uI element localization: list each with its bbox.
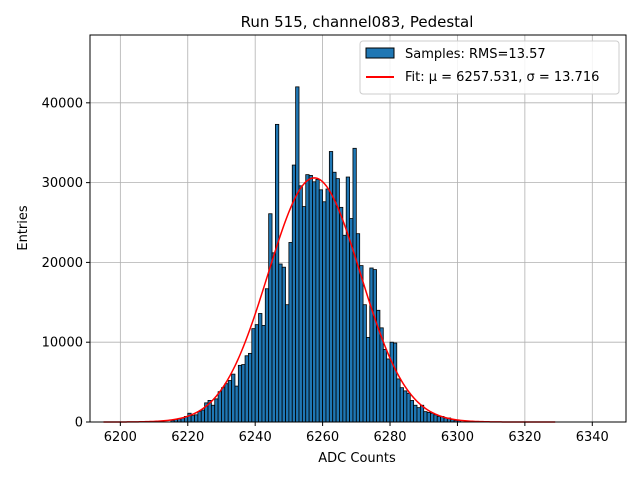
histogram-bar [345, 176, 350, 423]
legend: Samples: RMS=13.57 Fit: μ = 6257.531, σ … [359, 40, 620, 95]
histogram-bar [210, 404, 216, 423]
histogram-bar [258, 313, 263, 423]
x-tick-label: 6220 [171, 430, 204, 445]
y-tick-label: 0 [75, 416, 83, 431]
histogram-bar [241, 364, 246, 423]
histogram-bar [386, 358, 391, 423]
histogram-bar [264, 288, 270, 423]
histogram-bar [325, 188, 330, 423]
histogram-bar [298, 185, 303, 423]
histogram-bar [409, 400, 415, 423]
histogram-bar [369, 267, 374, 423]
y-tick-label: 30000 [42, 176, 83, 191]
histogram-bar [194, 414, 199, 423]
histogram-bar [200, 409, 206, 423]
histogram-bar [308, 175, 313, 423]
y-tick-label: 40000 [42, 96, 83, 111]
histogram-bar [234, 385, 239, 423]
legend-box [359, 40, 620, 95]
histogram-bar [231, 373, 236, 423]
legend-swatch-histogram [365, 47, 395, 59]
x-tick-label: 6300 [441, 430, 474, 445]
histogram-bar [268, 213, 273, 423]
histogram-bar [288, 242, 293, 423]
histogram-bar [244, 355, 249, 423]
histogram-bar [339, 206, 344, 423]
x-tick-label: 6340 [576, 430, 609, 445]
histogram-bar [342, 234, 347, 423]
plot-frame [89, 34, 627, 423]
histogram-bar [416, 407, 421, 423]
histogram-bar [221, 387, 226, 423]
histogram-bar [436, 416, 441, 423]
histogram-bar [261, 325, 266, 423]
histogram-bar [301, 206, 307, 423]
x-tick-label: 6320 [508, 430, 541, 445]
histogram-bar [419, 404, 425, 423]
histogram-bar [312, 181, 317, 423]
histogram-bar [318, 189, 324, 423]
histogram-bar [362, 304, 367, 423]
histogram-bar [315, 179, 320, 423]
histogram-bar [281, 266, 286, 423]
histogram-bar [335, 178, 340, 423]
histogram-bar [406, 392, 411, 423]
histogram-bar [332, 171, 337, 423]
histogram-bar [433, 414, 438, 423]
histogram-bar [271, 252, 276, 423]
histogram-bar [197, 411, 202, 423]
histogram-bar [285, 304, 290, 423]
x-axis-label: ADC Counts [318, 451, 396, 466]
y-tick-label: 20000 [42, 256, 83, 271]
histogram-bar [392, 342, 398, 423]
histogram-bar [399, 387, 404, 423]
histogram-bar [430, 412, 435, 423]
y-axis-label: Entries [16, 205, 31, 251]
histogram-bar [251, 328, 256, 423]
histogram-bar [322, 201, 327, 423]
histogram-bar [190, 415, 195, 423]
histogram-bar [389, 341, 394, 423]
x-tick-label: 6200 [104, 430, 137, 445]
histogram-bar [413, 404, 418, 423]
histogram-bar [278, 263, 283, 423]
histogram-bar [372, 269, 377, 423]
x-axis-ticks: 6200 6220 6240 6260 6280 6300 6320 6340 [104, 422, 609, 445]
histogram-bar [366, 337, 371, 423]
histogram-bar [426, 412, 431, 423]
histogram-bar [305, 174, 310, 423]
histogram-bar [214, 398, 219, 423]
histogram-bar [403, 390, 408, 423]
histogram-bar [254, 324, 259, 423]
y-tick-label: 10000 [42, 336, 83, 351]
histogram-bar [217, 391, 222, 423]
histogram-bar [423, 411, 428, 423]
histogram-bar [237, 364, 243, 423]
legend-label-histogram: Samples: RMS=13.57 [405, 47, 546, 62]
x-tick-label: 6280 [373, 430, 406, 445]
histogram-bar [359, 265, 364, 423]
histogram-bar [224, 383, 229, 423]
histogram-bar [275, 123, 280, 423]
x-tick-label: 6260 [306, 430, 339, 445]
histogram-bar [382, 348, 388, 423]
y-axis-ticks: 0 10000 20000 30000 40000 [42, 96, 90, 431]
chart-title: Run 515, channel083, Pedestal [241, 13, 474, 31]
histogram-bar [227, 380, 232, 423]
histogram-bar [248, 352, 253, 423]
histogram-bars [170, 86, 462, 423]
x-tick-label: 6240 [239, 430, 272, 445]
histogram-bar [396, 378, 401, 423]
histogram-bar [295, 86, 300, 423]
legend-label-fit: Fit: μ = 6257.531, σ = 13.716 [405, 70, 599, 85]
histogram-bar [352, 147, 357, 423]
